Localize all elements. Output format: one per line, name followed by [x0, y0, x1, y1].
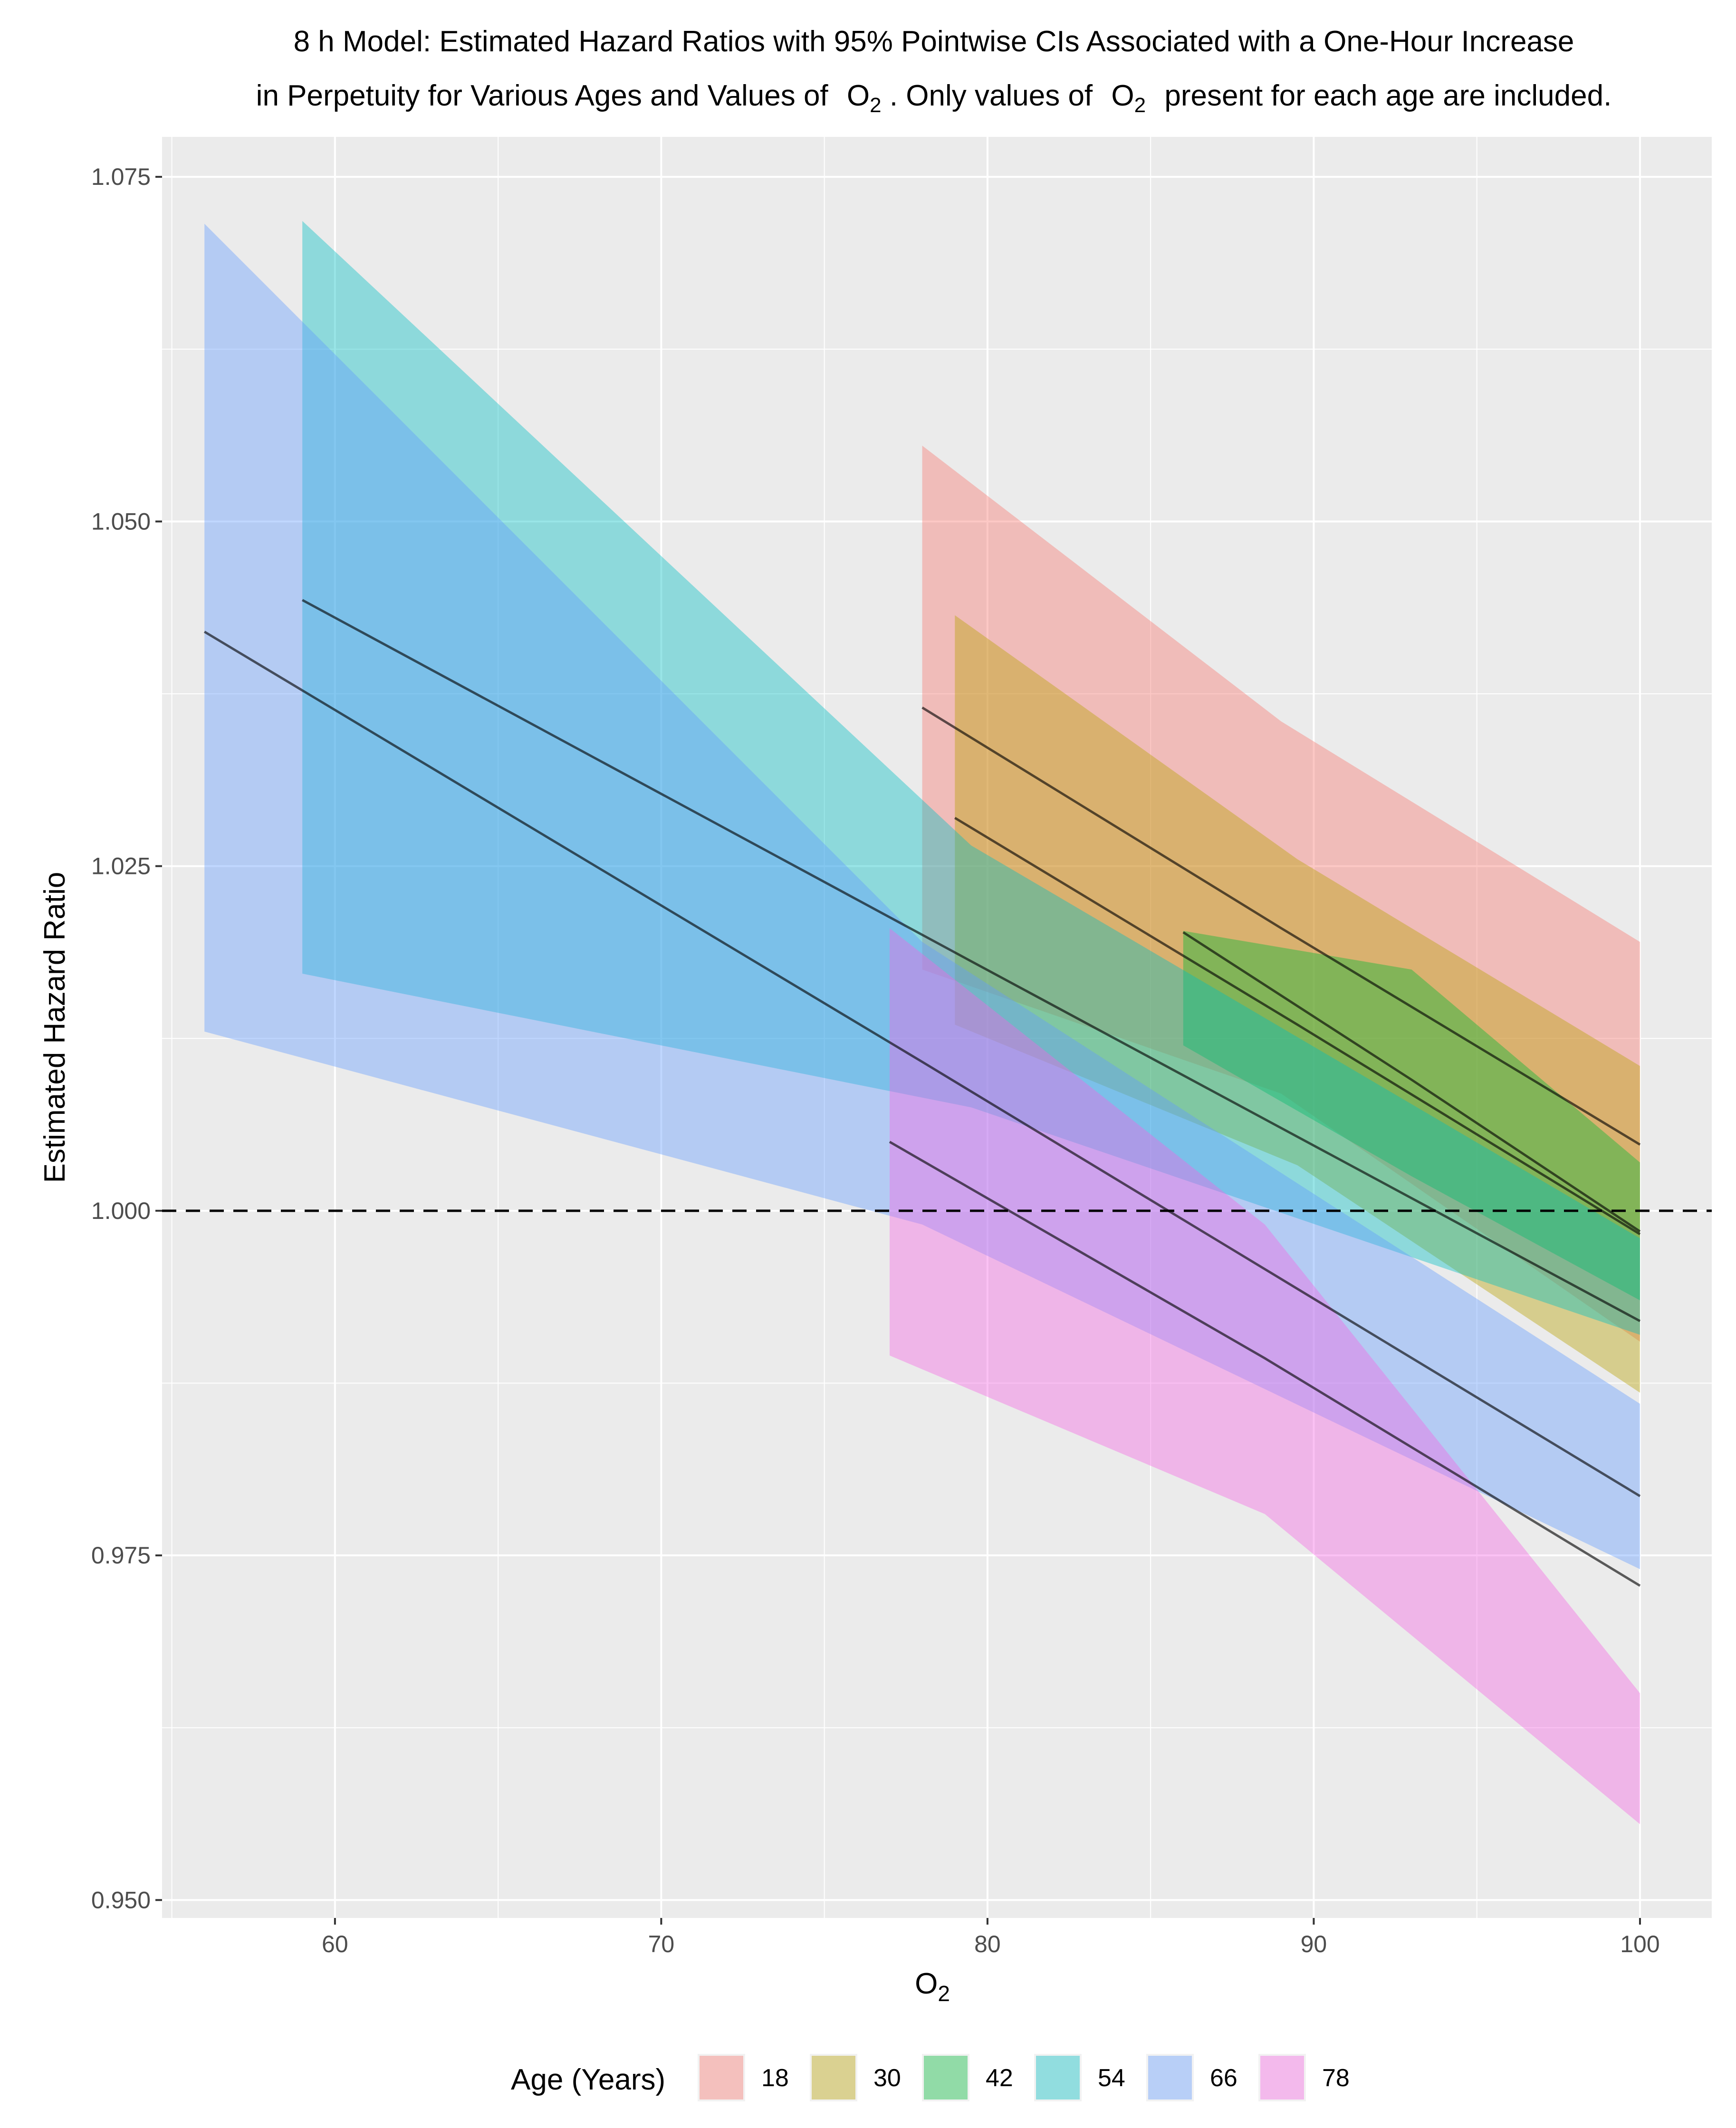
legend-swatch-age-54: [1036, 2056, 1080, 2099]
ci-bands: [204, 221, 1640, 1824]
legend-title: Age (Years): [511, 2063, 665, 2096]
legend: Age (Years) 18 30 42 54 66 78: [511, 2054, 1350, 2101]
legend-key-bg: [1034, 2054, 1082, 2101]
x-tick-label: 60: [322, 1931, 348, 1957]
estimate-line-age-42: [1182, 931, 1641, 1233]
estimate-line-age-78: [889, 1141, 1641, 1587]
title-part1: in Perpetuity for Various Ages and Value…: [256, 79, 829, 112]
legend-label-age-54: 54: [1098, 2064, 1125, 2092]
legend-key-bg: [698, 2054, 745, 2101]
x-label-sub: 2: [938, 1981, 950, 2006]
legend-swatch-age-42: [924, 2056, 968, 2099]
title-o2-b: O: [1111, 79, 1134, 112]
x-tick-label: 80: [974, 1931, 1001, 1957]
grid-major: [162, 137, 1712, 1918]
chart-title-line1: 8 h Model: Estimated Hazard Ratios with …: [294, 25, 1574, 58]
estimate-line-age-66: [203, 631, 1641, 1497]
y-tick-label: 1.000: [91, 1198, 151, 1224]
legend-key-bg: [810, 2054, 857, 2101]
legend-swatch-age-66: [1148, 2056, 1192, 2099]
ci-band-age-42: [1183, 930, 1640, 1301]
legend-label-age-18: 18: [761, 2064, 789, 2092]
x-tick-label: 100: [1620, 1931, 1659, 1957]
ci-band-age-78: [890, 928, 1640, 1824]
x-tick-label: 90: [1301, 1931, 1327, 1957]
title-o2-b-sub: 2: [1134, 94, 1146, 117]
ci-band-age-54: [302, 221, 1640, 1335]
ci-band-age-30: [955, 615, 1640, 1393]
x-tick-label: 70: [648, 1931, 675, 1957]
y-tick-label: 0.950: [91, 1887, 151, 1913]
estimate-lines: [203, 599, 1641, 1587]
x-axis-label: O2: [915, 1967, 950, 2006]
legend-label-age-30: 30: [873, 2064, 901, 2092]
estimate-line-age-30: [954, 816, 1641, 1236]
title-o2-a-sub: 2: [870, 94, 881, 117]
legend-label-age-66: 66: [1210, 2064, 1237, 2092]
title-part2: . Only values of: [890, 79, 1093, 112]
title-part3: present for each age are included.: [1164, 79, 1611, 112]
estimate-line-age-54: [302, 599, 1641, 1323]
legend-key-bg: [1146, 2054, 1194, 2101]
plot-panel: [162, 137, 1712, 1918]
chart-title-line2: in Perpetuity for Various Ages and Value…: [256, 79, 1612, 119]
legend-label-age-78: 78: [1322, 2064, 1350, 2092]
legend-swatch-age-18: [700, 2056, 743, 2099]
y-axis-label: Estimated Hazard Ratio: [38, 872, 71, 1183]
estimate-line-age-18: [921, 706, 1641, 1146]
ci-band-age-66: [204, 223, 1640, 1570]
y-axis: 0.950 0.975 1.000 1.025 1.050 1.075: [91, 163, 162, 1913]
x-label-main: O: [915, 1967, 938, 2000]
y-tick-label: 1.075: [91, 163, 151, 190]
y-tick-label: 0.975: [91, 1542, 151, 1569]
x-axis: 60 70 80 90 100: [322, 1918, 1660, 1957]
y-tick-label: 1.025: [91, 853, 151, 880]
y-tick-label: 1.050: [91, 508, 151, 535]
legend-swatch-age-30: [812, 2056, 855, 2099]
ci-band-age-18: [922, 445, 1640, 1342]
legend-label-age-42: 42: [986, 2064, 1013, 2092]
legend-key-bg: [1258, 2054, 1306, 2101]
legend-swatch-age-78: [1260, 2056, 1304, 2099]
title-o2-a: O: [847, 79, 870, 112]
legend-key-bg: [922, 2054, 969, 2101]
